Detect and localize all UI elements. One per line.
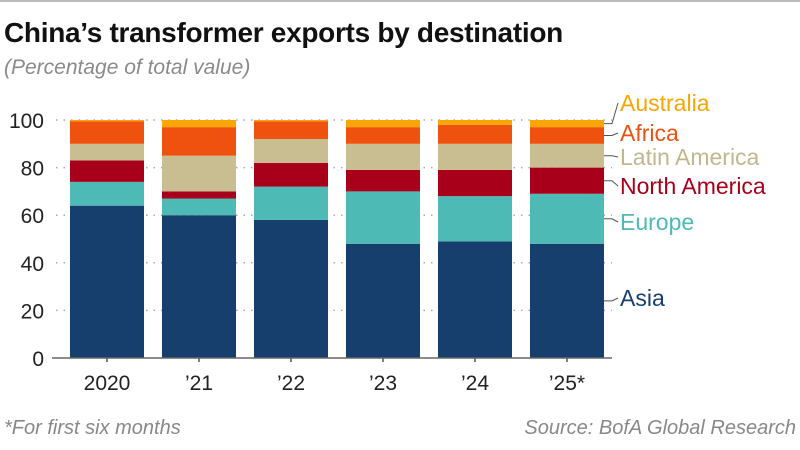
bar-segment-europe [346,191,420,244]
legend-label-asia: Asia [620,285,665,311]
bar-segment-africa [70,121,144,144]
bar-segment-asia [438,241,512,358]
chart-subtitle: (Percentage of total value) [4,56,251,79]
bar-segment-north-america [346,169,420,192]
bar-segment-africa [530,127,604,144]
x-tick-label: ’24 [461,372,489,395]
bar-segment-europe [438,196,512,242]
bar-segment-europe [530,193,604,244]
bar-segment-asia [162,215,236,358]
bar-segment-north-america [70,160,144,182]
bar-segment-europe [254,186,328,220]
chart-title: China’s transformer exports by destinati… [4,17,563,48]
x-tick-label: ’22 [277,372,305,395]
legend-label-latin-america: Latin America [620,144,760,170]
bar-segment-north-america [530,167,604,194]
x-tick-label: 2020 [84,372,131,395]
bar-segment-asia [346,243,420,358]
bar-segment-africa [254,121,328,140]
bar-segment-africa [438,124,512,144]
bar-segment-asia [530,243,604,358]
bar-segment-latin-america [162,155,236,192]
legend-label-australia: Australia [620,90,710,116]
bar-segment-australia [438,120,512,125]
y-tick-label: 40 [21,253,44,276]
y-tick-label: 0 [32,348,44,371]
bar-segment-europe [162,198,236,216]
bar-segment-latin-america [438,143,512,170]
bar-segment-latin-america [70,143,144,161]
y-tick-label: 60 [21,205,44,228]
bar-segment-africa [346,127,420,144]
legend-leader-line [604,155,619,158]
bar-segment-north-america [254,162,328,187]
bar-segment-north-america [438,169,512,197]
bar-segment-latin-america [530,143,604,168]
legend-leader-line [604,102,619,125]
bar-segment-australia [254,120,328,122]
bar-segment-australia [70,120,144,122]
bar-segment-australia [346,120,420,128]
bar-segment-africa [162,127,236,156]
legend-leader-line [604,297,619,302]
x-tick-label: ’23 [369,372,397,395]
bar-segment-latin-america [254,139,328,163]
legend-label-north-america: North America [620,173,766,199]
legend-leader-line [604,180,619,187]
y-tick-label: 100 [9,110,44,133]
bar-segment-australia [162,120,236,128]
bar-segment-asia [254,219,328,358]
x-tick-label: ’21 [185,372,213,395]
legend-label-africa: Africa [620,120,679,146]
legend-label-europe: Europe [620,209,694,235]
source-note: Source: BofA Global Research [524,417,796,439]
legend-leader-line [604,132,619,136]
legend-leader-line [604,218,619,223]
bar-segment-asia [70,205,144,358]
bar-segment-latin-america [346,143,420,170]
bar-segment-europe [70,181,144,206]
bar-segment-north-america [162,191,236,199]
x-tick-label: ’25* [549,372,585,395]
bar-segment-australia [530,120,604,128]
top-divider [0,0,800,2]
footnote: *For first six months [4,417,181,439]
y-tick-label: 20 [21,300,44,323]
y-tick-label: 80 [21,158,44,181]
